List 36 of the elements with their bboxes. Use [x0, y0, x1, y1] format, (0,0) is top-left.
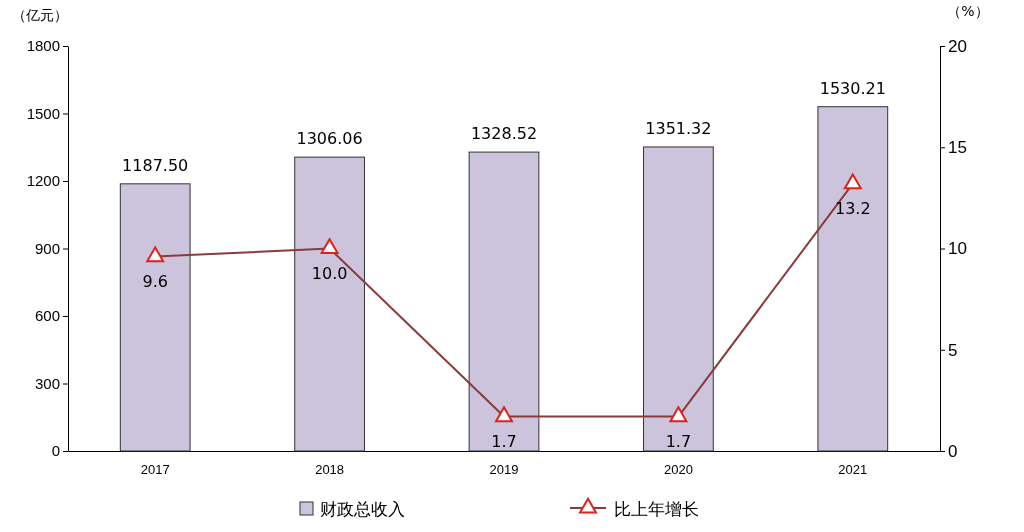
y-tick-label: 300	[34, 374, 60, 392]
bar	[468, 151, 540, 452]
data-label: 1.7	[665, 431, 692, 451]
y-tick-label: 0	[51, 442, 60, 460]
y-tick-label: 1200	[26, 172, 60, 190]
y-axis-title: （亿元）	[12, 7, 68, 23]
bar	[294, 156, 365, 452]
data-label: 10.0	[311, 263, 348, 283]
x-tick-label: 2020	[663, 462, 693, 478]
y2-tick-label: 20	[948, 36, 967, 56]
bar	[119, 183, 191, 452]
y2-tick-label: 15	[948, 138, 967, 158]
bar	[643, 146, 714, 452]
y2-tick-label: 5	[948, 340, 958, 360]
y2-tick-label: 10	[948, 239, 967, 259]
y-tick-label: 900	[34, 239, 60, 257]
x-tick-label: 2018	[315, 462, 345, 478]
data-label: 1351.32	[645, 118, 712, 138]
x-tick-label: 2019	[489, 462, 519, 478]
data-label: 1530.21	[819, 78, 886, 98]
y-tick-label: 1800	[26, 37, 60, 55]
data-label: 13.2	[834, 198, 871, 218]
y2-axis-title: （%）	[947, 3, 989, 19]
data-label: 1.7	[491, 431, 517, 451]
y-tick-label: 600	[34, 307, 60, 325]
legend-label: 比上年增长	[614, 499, 699, 519]
x-tick-label: 2021	[838, 462, 868, 478]
y2-tick-label: 0	[948, 441, 958, 461]
legend-label: 财政总收入	[320, 499, 405, 519]
data-label: 1328.52	[470, 124, 538, 144]
bar	[817, 106, 889, 452]
x-tick-label: 2017	[140, 462, 170, 478]
data-label: 9.6	[142, 271, 168, 291]
data-label: 1306.06	[296, 129, 363, 149]
data-label: 1187.50	[122, 155, 189, 175]
y-tick-label: 1500	[26, 104, 60, 122]
